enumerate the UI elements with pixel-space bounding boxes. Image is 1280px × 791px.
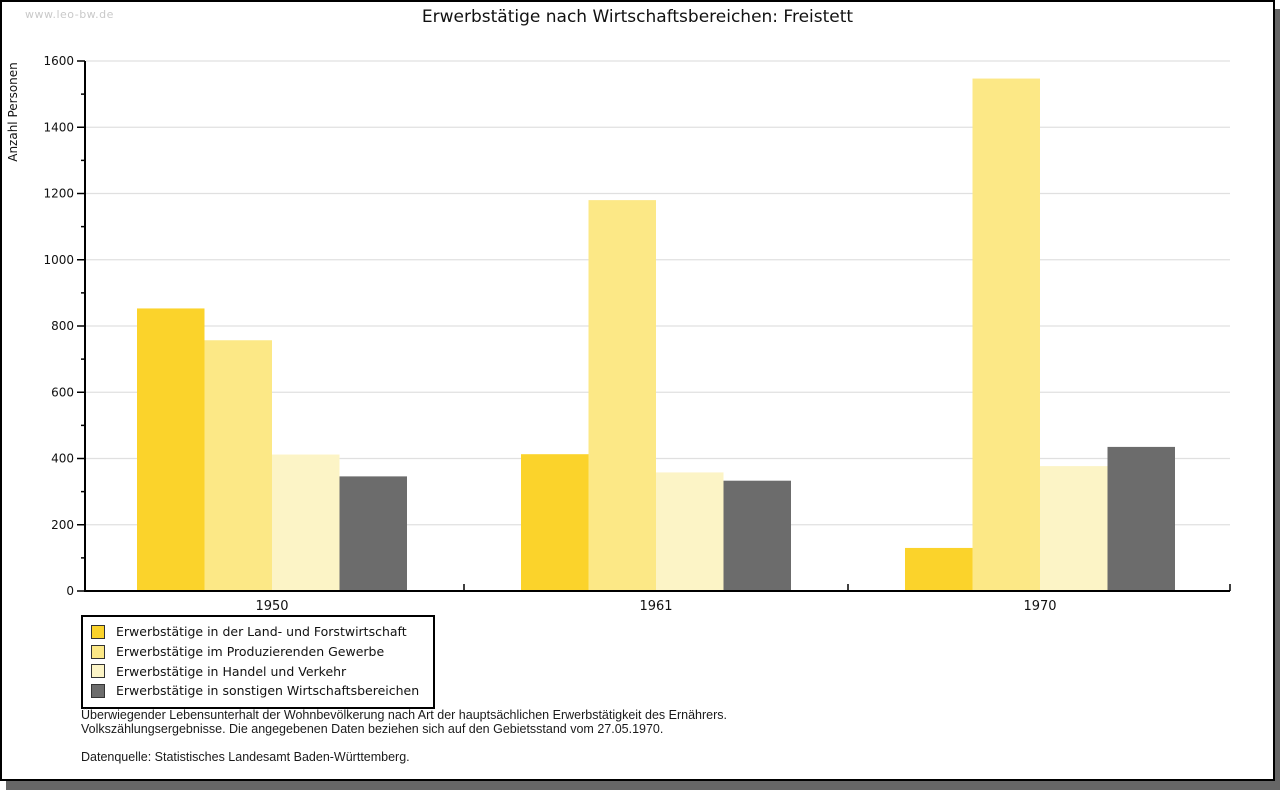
- y-tick-label: 1400: [43, 120, 74, 134]
- y-tick-label: 1200: [43, 187, 74, 201]
- bar: [137, 308, 205, 591]
- y-tick-label: 200: [51, 518, 74, 532]
- bar: [1040, 466, 1108, 591]
- legend-color-swatch: [91, 683, 105, 698]
- bar: [1107, 446, 1175, 591]
- x-tick-label: 1961: [639, 599, 672, 614]
- y-tick-label: 1000: [43, 253, 74, 267]
- bar: [272, 454, 340, 591]
- bar: [339, 476, 407, 591]
- bar: [656, 472, 724, 591]
- bar: [972, 78, 1040, 591]
- x-tick-label: 1970: [1023, 599, 1056, 614]
- legend-item: Erwerbstätige in Handel und Verkehr: [91, 661, 419, 681]
- legend-color-swatch: [91, 624, 105, 639]
- bar: [521, 454, 589, 591]
- y-tick-label: 1600: [43, 54, 74, 68]
- legend-item: Erwerbstätige im Produzierenden Gewerbe: [91, 642, 419, 662]
- footnotes: Überwiegender Lebensunterhalt der Wohnbe…: [81, 708, 727, 765]
- y-axis-title: Anzahl Personen: [6, 62, 20, 162]
- footnote-source: Datenquelle: Statistisches Landesamt Bad…: [81, 750, 410, 764]
- x-tick-label: 1950: [255, 599, 288, 614]
- y-tick-label: 400: [51, 452, 74, 466]
- footnote-line: Volkszählungsergebnisse. Die angegebenen…: [81, 721, 664, 736]
- legend-label: Erwerbstätige im Produzierenden Gewerbe: [116, 644, 385, 660]
- bar: [723, 480, 791, 591]
- bar: [588, 200, 656, 591]
- bar-chart: 0 200 400 600 800 1000 1200 1400 1600 1950 1961 197…: [6, 54, 1231, 614]
- legend-color-swatch: [91, 664, 105, 679]
- legend-label: Erwerbstätige in Handel und Verkehr: [116, 663, 347, 679]
- legend-color-swatch: [91, 644, 105, 659]
- bar: [905, 547, 973, 591]
- legend: Erwerbstätige in der Land- und Forstwirt…: [81, 615, 436, 709]
- watermark: www.leo-bw.de: [25, 8, 114, 21]
- page-title: Erwerbstätige nach Wirtschaftsbereichen:…: [421, 7, 854, 27]
- footnote-line: Überwiegender Lebensunterhalt der Wohnbe…: [81, 708, 727, 722]
- y-tick-label: 800: [51, 319, 74, 333]
- y-tick-label: 0: [66, 584, 74, 598]
- bar: [204, 340, 272, 591]
- legend-item: Erwerbstätige in der Land- und Forstwirt…: [91, 622, 419, 642]
- legend-label: Erwerbstätige in der Land- und Forstwirt…: [116, 624, 407, 640]
- legend-item: Erwerbstätige in sonstigen Wirtschaftsbe…: [91, 681, 419, 701]
- y-tick-label: 600: [51, 385, 74, 399]
- legend-label: Erwerbstätige in sonstigen Wirtschaftsbe…: [116, 683, 420, 699]
